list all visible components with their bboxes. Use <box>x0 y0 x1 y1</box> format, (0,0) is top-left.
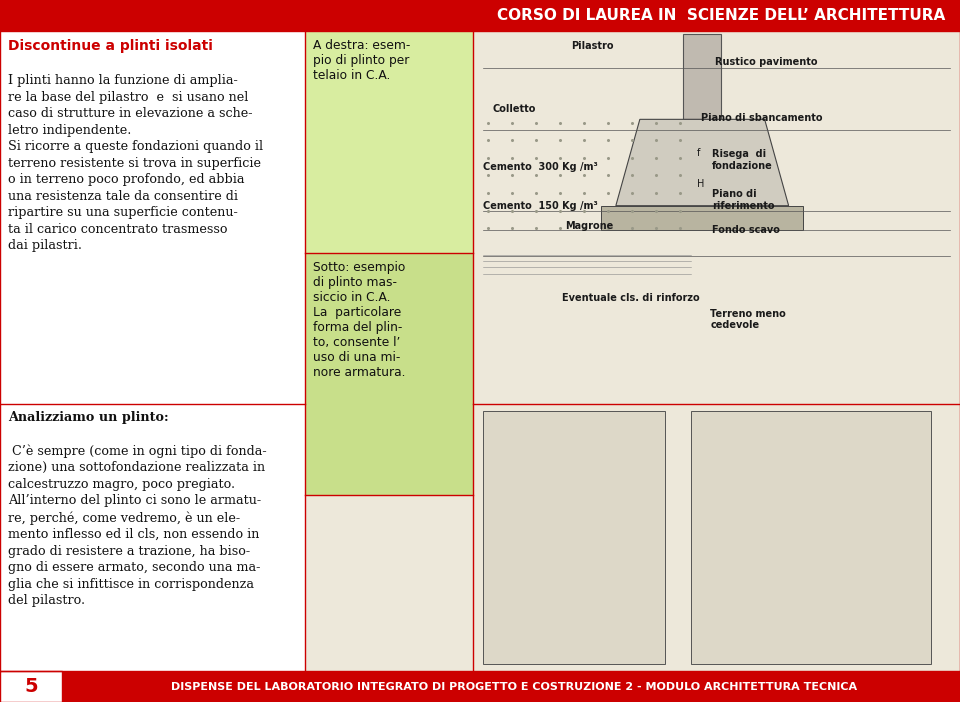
Text: Discontinue a plinti isolati: Discontinue a plinti isolati <box>8 39 212 53</box>
Text: Rustico pavimento: Rustico pavimento <box>715 57 818 67</box>
Bar <box>683 34 722 119</box>
Text: 5: 5 <box>24 677 38 696</box>
Text: H: H <box>697 179 705 189</box>
Bar <box>0 671 62 702</box>
Bar <box>0 671 960 702</box>
Text: I plinti hanno la funzione di amplia-
re la base del pilastro  e  si usano nel
c: I plinti hanno la funzione di amplia- re… <box>8 74 263 253</box>
Bar <box>473 31 960 671</box>
Text: Analizziamo un plinto:: Analizziamo un plinto: <box>8 411 168 424</box>
Text: CORSO DI LAUREA IN  SCIENZE DELL’ ARCHITETTURA: CORSO DI LAUREA IN SCIENZE DELL’ ARCHITE… <box>497 8 946 23</box>
Text: Risega  di
fondazione: Risega di fondazione <box>712 150 773 171</box>
Text: Sotto: esempio
di plinto mas-
siccio in C.A.
La  particolare
forma del plin-
to,: Sotto: esempio di plinto mas- siccio in … <box>313 261 405 379</box>
Text: Pilastro: Pilastro <box>571 41 613 51</box>
Text: DISPENSE DEL LABORATORIO INTEGRATO DI PROGETTO E COSTRUZIONE 2 - MODULO ARCHITET: DISPENSE DEL LABORATORIO INTEGRATO DI PR… <box>171 682 856 691</box>
Bar <box>305 495 473 671</box>
Text: Eventuale cls. di rinforzo: Eventuale cls. di rinforzo <box>562 293 699 303</box>
Text: A destra: esem-
pio di plinto per
telaio in C.A.: A destra: esem- pio di plinto per telaio… <box>313 39 410 82</box>
Text: Cemento  300 Kg /m³: Cemento 300 Kg /m³ <box>483 162 598 172</box>
Bar <box>0 0 960 31</box>
Text: C’è sempre (come in ogni tipo di fonda-
zione) una sottofondazione realizzata in: C’è sempre (come in ogni tipo di fonda- … <box>8 444 266 607</box>
Text: Terreno meno
cedevole: Terreno meno cedevole <box>710 309 786 330</box>
Text: Piano di
riferimento: Piano di riferimento <box>712 190 775 211</box>
Text: Fondo scavo: Fondo scavo <box>712 225 780 235</box>
Text: f: f <box>697 148 701 158</box>
Bar <box>483 411 665 664</box>
Bar <box>691 411 931 664</box>
Text: Piano di sbancamento: Piano di sbancamento <box>701 113 823 123</box>
Bar <box>305 31 473 253</box>
Text: Magrone: Magrone <box>565 221 613 231</box>
Bar <box>601 206 803 230</box>
Text: Colletto: Colletto <box>492 104 536 114</box>
Text: Cemento  150 Kg /m³: Cemento 150 Kg /m³ <box>483 201 598 211</box>
Bar <box>305 253 473 495</box>
Polygon shape <box>616 119 789 206</box>
